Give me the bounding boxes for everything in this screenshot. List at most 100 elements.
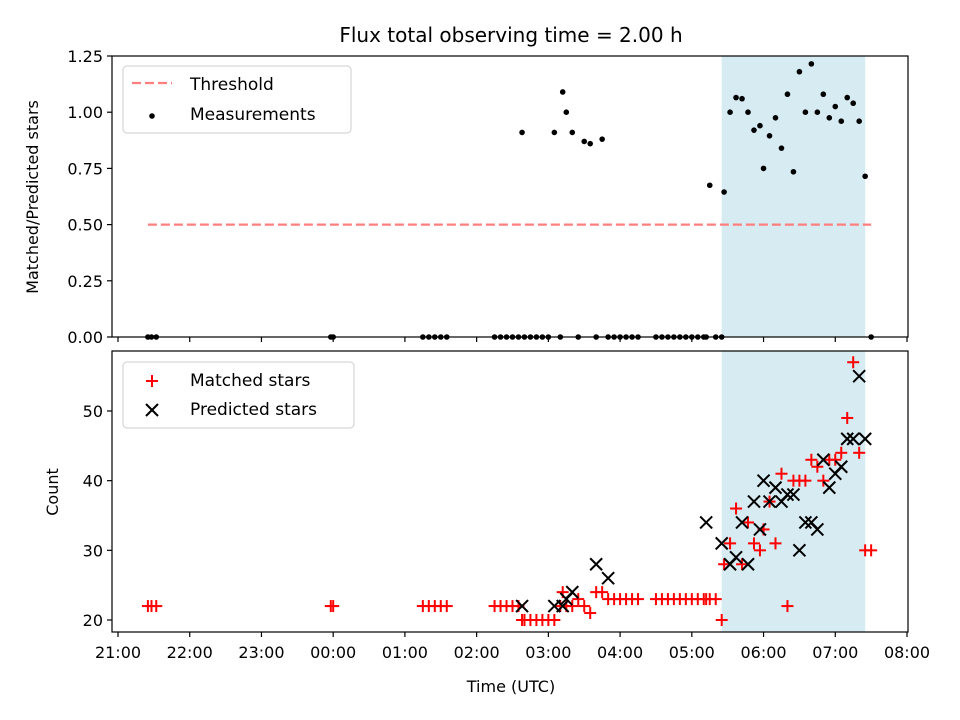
predicted-star-point [810,522,825,537]
bottom-x-tick-label: 23:00 [238,643,284,662]
bottom-y-axis: 20 30 40 50 [83,402,112,630]
matched-star-point [596,586,609,599]
predicted-star-point [852,369,866,383]
bottom-x-tick-label: 00:00 [310,643,356,662]
measurement-point [559,89,566,95]
matched-star-point [150,600,163,613]
predicted-star-stroke [816,453,831,467]
measurement-point [784,91,791,98]
measurement-point [551,129,558,136]
predicted-star-stroke [840,432,854,446]
predicted-star-point [822,480,837,495]
matched-star-point [753,544,766,557]
bottom-legend-box [122,361,355,429]
measurement-point [826,115,833,121]
predicted-star-point [840,432,854,446]
bottom-y-tick-label: 40 [83,472,103,491]
bottom-y-tick-label: 20 [83,611,103,630]
predicted-star-point [735,515,749,530]
legend-predicted-swatch [145,403,159,417]
bottom-y-axis-label: Count [43,468,62,516]
predicted-star-stroke [846,432,860,446]
measurement-point [862,173,868,180]
matched-star-point [715,614,728,626]
legend-measurements-label: Measurements [190,105,316,125]
measurement-point [706,182,713,189]
measurement-point [739,95,745,102]
measurement-point [569,129,576,136]
predicted-star-point [792,543,807,558]
legend-threshold-label: Threshold [189,75,274,95]
bottom-x-tick-label: 05:00 [669,643,715,662]
predicted-star-point [747,494,761,509]
matched-star-point [572,593,585,606]
predicted-star-stroke [810,522,825,537]
predicted-star-point [565,585,579,599]
top-shaded-interval [721,56,866,337]
predicted-star-stroke [747,494,761,509]
measurement-point [838,118,845,124]
measurement-point [850,100,857,107]
predicted-star-stroke [735,515,749,530]
predicted-star-stroke [714,536,729,551]
predicted-star-stroke [858,432,872,446]
predicted-star-stroke [834,460,848,474]
measurement-point [766,133,773,139]
predicted-star-stroke [768,480,783,495]
top-plot-frame [111,55,909,338]
matched-star-point [584,607,597,620]
top-x-axis-ticks [117,337,908,342]
predicted-star-point [858,432,872,446]
matched-star-point [805,453,818,466]
measurement-point [796,68,803,75]
predicted-star-stroke [565,585,579,599]
predicted-star-point [816,453,831,467]
chart-title: Flux total observing time = 2.00 h [339,23,682,47]
matched-star-point [724,537,737,550]
measurement-point [751,127,757,133]
bottom-x-tick-label: 03:00 [525,643,571,662]
predicted-star-point [798,515,813,530]
predicted-star-stroke [822,480,837,495]
top-y-tick-label: 0.25 [67,272,103,291]
predicted-star-point [780,487,795,502]
matched-star-point [775,467,788,480]
measurement-point [856,118,862,124]
matched-star-point [835,446,848,459]
measurement-point [772,115,779,121]
bottom-x-tick-label: 06:00 [740,643,786,662]
matched-star-point [841,411,854,424]
bottom-x-tick-label: 21:00 [95,643,141,662]
matched-star-point [865,544,878,557]
measurement-point [820,91,827,98]
top-y-tick-label: 1.25 [67,47,103,66]
matched-star-point [632,593,645,606]
measurement-point [563,109,570,115]
measurement-point [844,94,851,101]
matched-star-point [578,600,591,613]
predicted-star-point [786,487,801,502]
matched-star-point [730,502,743,515]
predicted-star-point [515,599,529,613]
bottom-plot-frame [111,350,909,633]
x-axis-label: Time (UTC) [466,677,555,696]
bottom-y-tick-label: 50 [83,402,103,421]
predicted-star-point [714,536,729,551]
predicted-star-point [753,522,767,537]
predicted-star-point [601,571,615,585]
measurement-point [745,109,751,115]
measurement-point [790,168,797,175]
predicted-star-stroke [786,487,801,502]
legend-predicted-label: Predicted stars [190,400,317,420]
measurement-point [814,109,821,115]
measurement-point [733,94,739,101]
matched-star-point [548,614,561,626]
measurement-points [145,61,874,340]
bottom-legend: Matched stars Predicted stars [122,361,355,429]
predicted-star-stroke [780,487,795,502]
predicted-star-point [729,550,743,565]
predicted-star-stroke [852,369,866,383]
predicted-star-stroke [699,515,713,530]
bottom-x-tick-label: 04:00 [597,643,643,662]
matched-star-point [847,356,860,369]
